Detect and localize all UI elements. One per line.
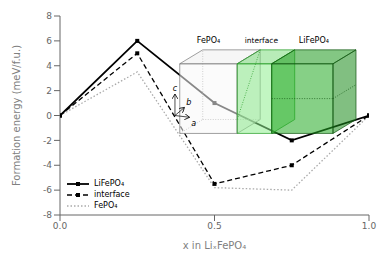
svg-text:-4: -4 [43, 160, 52, 170]
svg-text:-8: -8 [43, 210, 52, 220]
svg-text:0.5: 0.5 [207, 221, 221, 231]
svg-text:c: c [173, 84, 178, 93]
svg-text:a: a [192, 119, 197, 128]
svg-text:1.0: 1.0 [362, 221, 377, 231]
svg-text:-2: -2 [43, 136, 52, 146]
svg-text:Formation energy (meV/f.u.): Formation energy (meV/f.u.) [11, 45, 22, 186]
svg-text:2: 2 [46, 86, 52, 96]
svg-text:4: 4 [46, 61, 52, 71]
svg-text:interface: interface [245, 36, 279, 45]
svg-text:8: 8 [46, 11, 52, 21]
svg-text:FePO₄: FePO₄ [197, 36, 220, 45]
svg-text:-6: -6 [43, 185, 52, 195]
svg-text:b: b [186, 98, 191, 107]
svg-text:x in LiₓFePO₄: x in LiₓFePO₄ [183, 240, 246, 249]
svg-text:0: 0 [46, 111, 52, 121]
svg-text:LiFePO₄: LiFePO₄ [299, 36, 329, 45]
html-text:interface: interface [94, 190, 130, 199]
svg-text:6: 6 [46, 36, 52, 46]
html-text:FePO₄: FePO₄ [94, 201, 118, 210]
html-text:LiFePO₄: LiFePO₄ [94, 179, 125, 188]
svg-text:0.0: 0.0 [53, 221, 68, 231]
